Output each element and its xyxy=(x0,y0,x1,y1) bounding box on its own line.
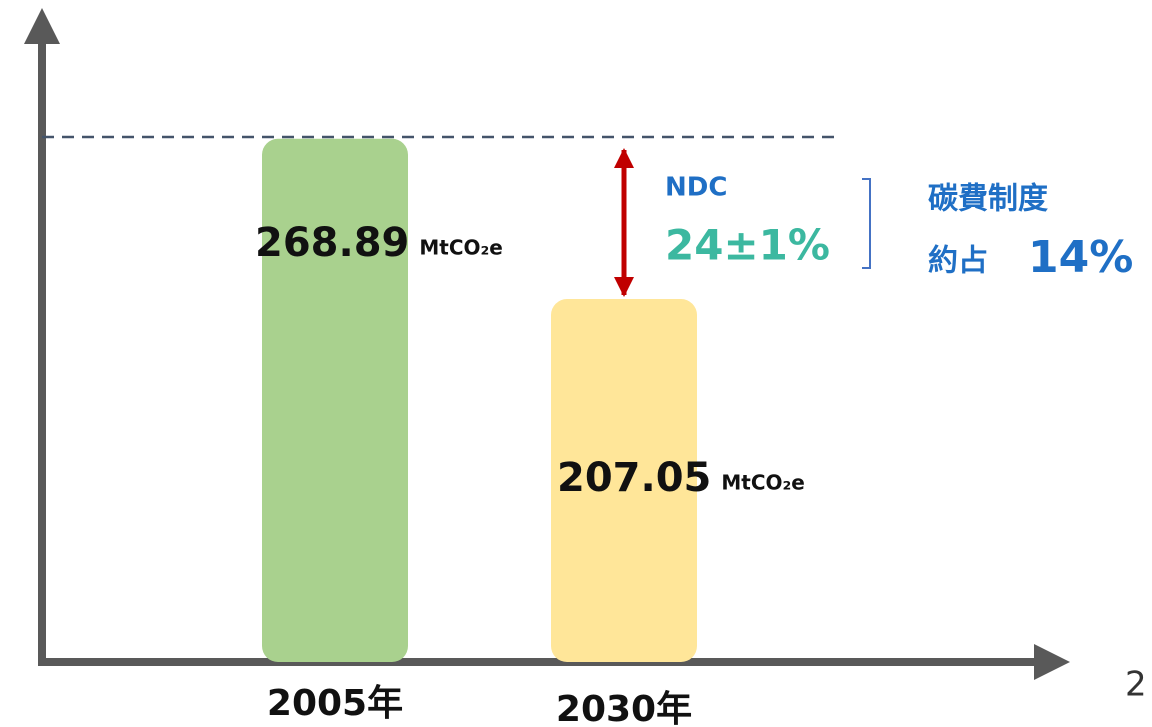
bar xyxy=(262,138,408,662)
unit-label: MtCO₂e xyxy=(419,236,502,260)
x-tick-label: 2005年 xyxy=(267,683,403,724)
bracket xyxy=(862,178,871,269)
value-label: 207.05 xyxy=(557,455,711,501)
fee-prefix: 約占 xyxy=(928,244,988,279)
x-tick-label: 2030年 xyxy=(556,689,692,727)
unit-label: MtCO₂e xyxy=(721,471,804,495)
fee-value: 14% xyxy=(1028,232,1133,283)
ndc-value: 24±1% xyxy=(665,221,830,270)
value-label: 268.89 xyxy=(255,220,409,266)
page-number: 2 xyxy=(1125,665,1147,705)
y-axis-arrow xyxy=(24,8,60,44)
x-axis-arrow xyxy=(1034,644,1070,680)
ndc-title: NDC xyxy=(665,173,727,203)
bar xyxy=(551,299,697,662)
fee-title: 碳費制度 xyxy=(928,182,1048,217)
